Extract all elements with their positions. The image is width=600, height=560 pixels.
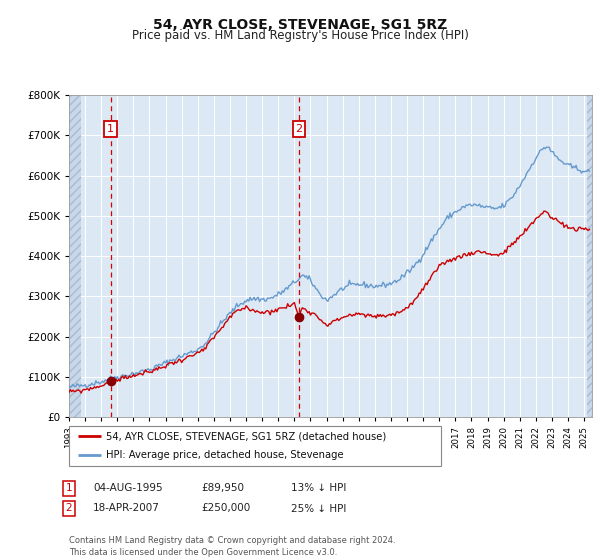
Text: 18-APR-2007: 18-APR-2007 xyxy=(93,503,160,514)
Text: £89,950: £89,950 xyxy=(201,483,244,493)
Text: £250,000: £250,000 xyxy=(201,503,250,514)
Text: 2: 2 xyxy=(65,503,73,514)
Text: 13% ↓ HPI: 13% ↓ HPI xyxy=(291,483,346,493)
Text: 2: 2 xyxy=(295,124,302,134)
Text: 04-AUG-1995: 04-AUG-1995 xyxy=(93,483,163,493)
Text: 1: 1 xyxy=(65,483,73,493)
Text: Contains HM Land Registry data © Crown copyright and database right 2024.
This d: Contains HM Land Registry data © Crown c… xyxy=(69,536,395,557)
Bar xyxy=(69,95,81,417)
Bar xyxy=(587,95,592,417)
Text: 25% ↓ HPI: 25% ↓ HPI xyxy=(291,503,346,514)
Text: 54, AYR CLOSE, STEVENAGE, SG1 5RZ (detached house): 54, AYR CLOSE, STEVENAGE, SG1 5RZ (detac… xyxy=(106,432,386,441)
Text: 54, AYR CLOSE, STEVENAGE, SG1 5RZ: 54, AYR CLOSE, STEVENAGE, SG1 5RZ xyxy=(153,18,447,32)
Text: HPI: Average price, detached house, Stevenage: HPI: Average price, detached house, Stev… xyxy=(106,450,344,460)
Text: 1: 1 xyxy=(107,124,114,134)
Text: Price paid vs. HM Land Registry's House Price Index (HPI): Price paid vs. HM Land Registry's House … xyxy=(131,29,469,42)
